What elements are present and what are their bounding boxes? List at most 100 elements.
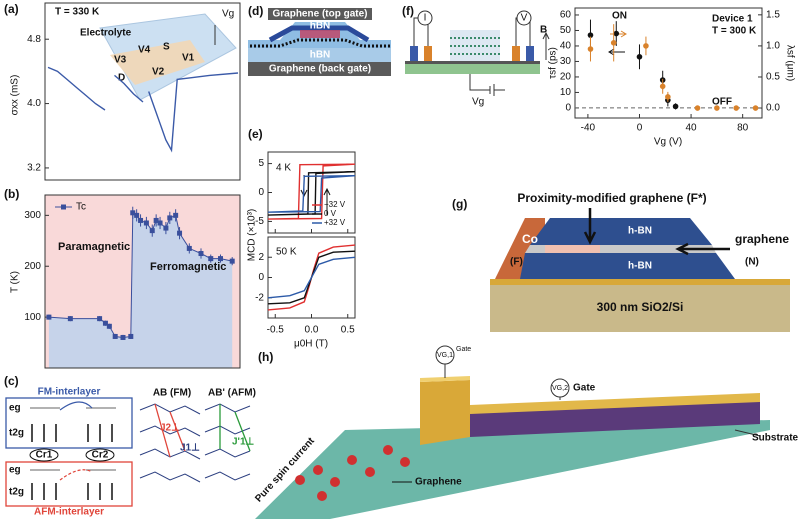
gate-wires <box>435 345 761 437</box>
legend-label: +32 V <box>324 218 346 227</box>
inset-label: Vg <box>222 9 234 20</box>
stacking-label: AB (FM) <box>153 388 191 399</box>
data-point <box>694 105 701 111</box>
frame-b <box>44 194 241 369</box>
coupling-label: J1⊥ <box>180 443 200 454</box>
tc-point <box>208 256 214 262</box>
x-tick-label: 0.5 <box>341 325 355 336</box>
exchange-arrow <box>59 401 93 411</box>
inset-device <box>99 13 237 101</box>
y-label: τsf (ps) <box>548 47 559 79</box>
data-point <box>665 94 671 100</box>
tc-point <box>134 212 140 218</box>
tc-point <box>167 215 173 221</box>
y-tick-label: 0.5 <box>766 72 780 83</box>
exchange-arrow <box>59 469 93 481</box>
inset-label: V3 <box>114 55 127 66</box>
ion <box>85 448 115 462</box>
panel-label: (d) <box>248 4 263 18</box>
data-point <box>587 32 594 38</box>
y-tick-label: -2 <box>255 292 264 303</box>
region-title: Proximity-modified graphene (F*) <box>517 191 706 205</box>
hbn-bottom <box>248 48 391 62</box>
n-label: (N) <box>745 257 759 268</box>
panel-label: (h) <box>258 350 273 364</box>
pointer-arrow <box>583 208 597 245</box>
inset-label: S <box>163 42 170 53</box>
y-label: σxx (mS) <box>10 75 21 116</box>
heterostructure <box>450 30 500 61</box>
panel-label: (f) <box>402 4 414 18</box>
sweep-arrow <box>323 187 331 215</box>
temperature: 4 K <box>276 163 291 174</box>
region-label: Paramagnetic <box>58 241 130 253</box>
data-point <box>733 105 740 111</box>
mcd-curve <box>267 163 356 220</box>
tc-point <box>102 320 108 326</box>
panel-label: (c) <box>4 374 19 388</box>
legend-label: Tc <box>76 202 86 213</box>
x-tick-label: -0.5 <box>267 325 285 336</box>
tc-point <box>143 220 149 226</box>
tc-point <box>97 316 103 322</box>
hbn-top <box>530 218 712 245</box>
temperature: T = 300 K <box>712 26 757 37</box>
t2g-label: t2g <box>9 428 24 439</box>
mcd-curve <box>267 256 356 299</box>
spin-balls <box>295 445 410 501</box>
x-label: μ0H (T) <box>294 339 328 350</box>
layer-label: hBN <box>310 21 331 32</box>
data-point <box>714 105 720 111</box>
inset-label: V2 <box>152 67 165 78</box>
tc-point <box>163 225 169 231</box>
data-point <box>613 30 620 37</box>
gate-label: Vg <box>472 97 484 108</box>
temperature: T = 330 K <box>55 7 100 18</box>
layer-label: hBN <box>310 50 331 61</box>
layer-label: h-BN <box>628 261 652 272</box>
y-tick-label: 4.8 <box>27 34 41 45</box>
contacts <box>410 46 534 61</box>
y-tick-label: 50 <box>560 25 572 36</box>
data-point <box>659 83 666 90</box>
tc-point <box>149 228 155 234</box>
panel-label: (a) <box>4 2 19 16</box>
region-label: Ferromagnetic <box>150 261 226 273</box>
y-tick-label: -5 <box>255 216 264 227</box>
y-tick-label: 2 <box>258 252 264 263</box>
tc-point <box>173 212 179 218</box>
pointer-arrow <box>675 242 730 256</box>
x-tick-label: 0 <box>637 123 643 134</box>
y2-label: λsf (μm) <box>784 45 795 81</box>
y-tick-label: 100 <box>24 312 41 323</box>
data-point <box>636 54 643 60</box>
x-tick-label: 0.0 <box>305 325 319 336</box>
fm-box <box>5 397 133 449</box>
inset-label: D <box>118 73 125 84</box>
y-label: T (K) <box>10 271 21 293</box>
legend-label: −32 V <box>324 200 346 209</box>
inset-label: V4 <box>138 45 151 56</box>
gate-voltage: VG,2 <box>552 385 568 392</box>
gate-1-top <box>420 376 470 382</box>
tc-point <box>198 251 204 257</box>
y-label: MCD (×10³) <box>247 209 258 262</box>
wires <box>413 10 550 96</box>
y-tick-label: 30 <box>560 56 572 67</box>
data-point <box>672 103 679 110</box>
layer-label: Graphene (top gate) <box>272 9 367 20</box>
tc-point <box>218 256 223 262</box>
back-gate <box>248 62 391 76</box>
magnet-layer <box>300 30 340 38</box>
data-point <box>752 105 759 111</box>
afm-label: AFM-interlayer <box>34 507 104 518</box>
gate-voltage: VG,1 <box>437 352 453 359</box>
x-tick-label: -40 <box>581 123 596 134</box>
afm-box <box>5 461 133 507</box>
proximity-region <box>545 245 600 253</box>
y-tick-label: 300 <box>24 210 41 221</box>
gate-2 <box>470 393 760 414</box>
tc-point <box>186 245 192 251</box>
ion <box>29 448 59 462</box>
graphene-label: Graphene <box>415 477 462 488</box>
